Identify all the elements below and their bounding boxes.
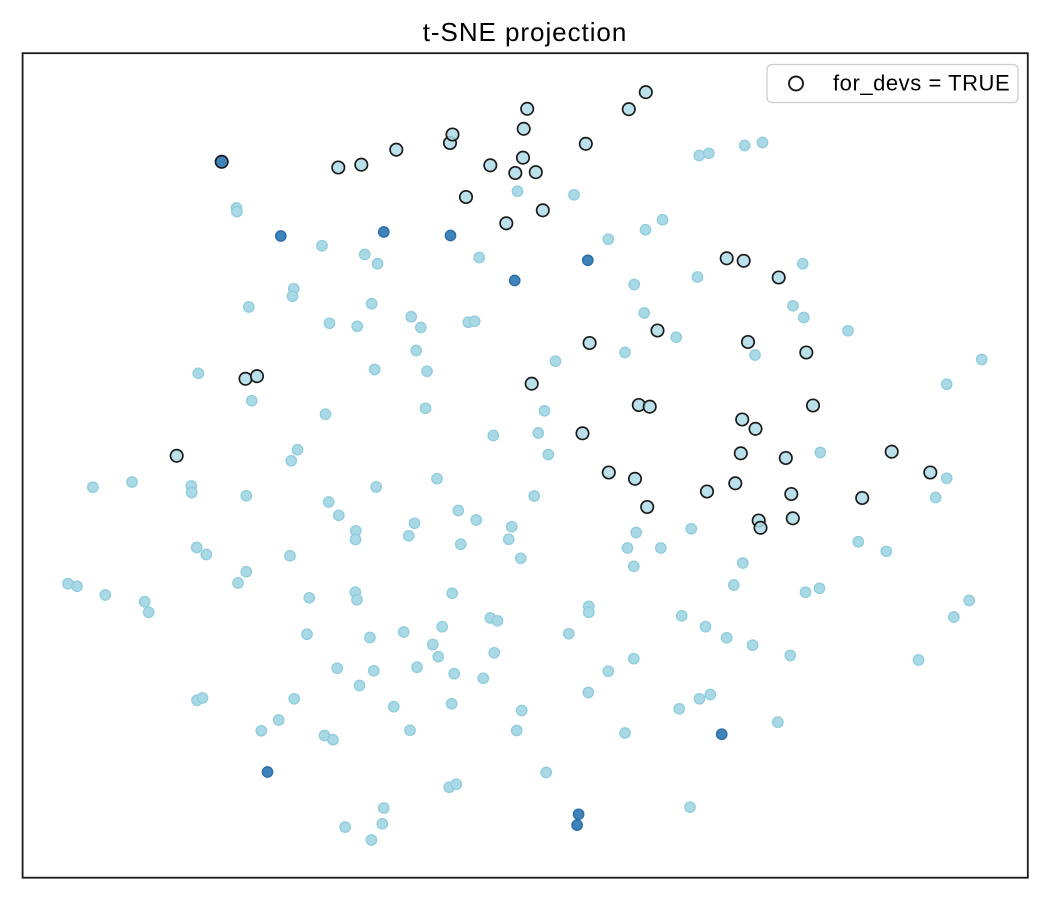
svg-text:t-SNE projection: t-SNE projection: [423, 17, 628, 47]
svg-text:for_devs = TRUE: for_devs = TRUE: [833, 71, 1010, 96]
